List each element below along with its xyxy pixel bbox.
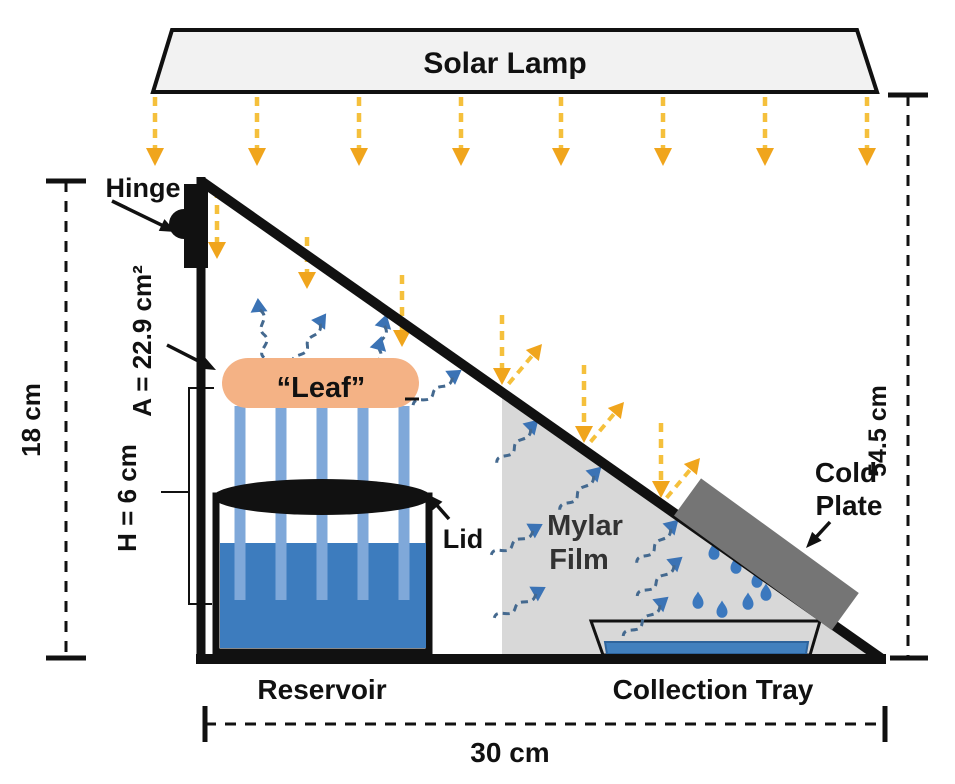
cold-plate-body	[674, 478, 859, 631]
reservoir-label: Reservoir	[257, 674, 386, 705]
dimension-18cm	[46, 178, 86, 661]
solar-lamp	[150, 28, 880, 94]
cold-plate-label-line2: Plate	[816, 490, 883, 521]
cold-plate	[674, 478, 859, 631]
mylar-film-label-line2: Film	[549, 544, 609, 576]
dimension-30cm	[202, 706, 888, 742]
leaf-area-label: A = 22.9 cm²	[127, 265, 157, 417]
solar-lamp-rays	[146, 97, 876, 166]
hinge-label: Hinge	[105, 173, 180, 203]
stem-height-label: H = 6 cm	[112, 444, 142, 552]
hinge	[169, 184, 208, 268]
leaf-label: “Leaf”	[277, 372, 366, 404]
dimension-30cm-label: 30 cm	[470, 737, 549, 768]
label-arrows	[111, 199, 832, 548]
dimension-54-5cm	[888, 92, 928, 661]
dimension-18cm-label: 18 cm	[16, 383, 46, 457]
cold-plate-label-line1: Cold	[815, 457, 877, 488]
water-vapor-arrows	[250, 298, 683, 637]
reservoir-lid	[213, 479, 431, 515]
leaf-evaporator	[222, 358, 419, 408]
mylar-film-label-line1: Mylar	[547, 510, 623, 542]
collection-tray-label: Collection Tray	[613, 674, 814, 705]
collection-tray-water	[603, 641, 810, 655]
dimension-54-5cm-label: 54.5 cm	[864, 385, 892, 477]
hinge-block	[184, 184, 208, 268]
solar-lamp-label: Solar Lamp	[423, 47, 586, 80]
lid-label: Lid	[443, 524, 484, 554]
reflected-light-rays	[505, 344, 700, 501]
